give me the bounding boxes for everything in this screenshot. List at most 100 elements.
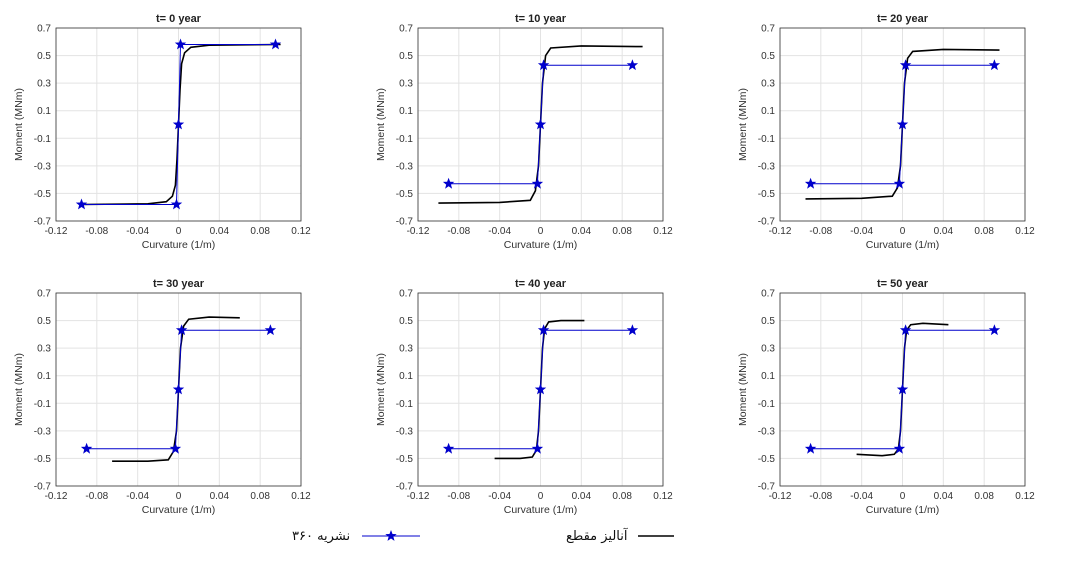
chart-panel-3: -0.12 -0.08 -0.04 0 0.04 0.08 0.12 -0.7 -0.5 -0.3… [737, 13, 1035, 251]
y-tick-label: -0.7 [758, 482, 776, 493]
x-tick-label: 0.08 [612, 226, 632, 237]
x-tick-label: -0.08 [809, 491, 832, 502]
y-tick-label: -0.1 [396, 399, 414, 410]
x-tick-label: 0.12 [653, 226, 673, 237]
x-tick-label: 0.08 [974, 491, 994, 502]
x-axis-label: Curvature (1/m) [142, 504, 216, 516]
x-tick-label: 0.08 [974, 226, 994, 237]
x-tick-label: 0 [538, 226, 544, 237]
x-tick-label: 0 [900, 226, 906, 237]
data-point-star [537, 324, 550, 336]
x-tick-label: 0 [176, 226, 182, 237]
data-point-star [537, 59, 550, 71]
y-tick-label: -0.3 [758, 161, 776, 172]
charts-canvas: -0.12 -0.08 -0.04 0 0.04 0.08 0.12 -0.7 -0.5 -0.3… [13, 13, 1035, 516]
x-tick-label: 0.04 [210, 491, 230, 502]
data-point-star [269, 38, 282, 50]
x-tick-label: -0.08 [809, 226, 832, 237]
chart-title: t= 50 year [877, 278, 929, 290]
data-point-star [175, 324, 188, 336]
chart-title: t= 40 year [515, 278, 567, 290]
y-tick-label: 0.5 [37, 51, 51, 62]
y-tick-label: 0.1 [761, 371, 775, 382]
y-tick-label: -0.1 [34, 399, 52, 410]
chart-panel-1: -0.12 -0.08 -0.04 0 0.04 0.08 0.12 -0.7 -0.5 -0.3… [13, 13, 311, 251]
chart-panel-5: -0.12 -0.08 -0.04 0 0.04 0.08 0.12 -0.7 -0.5 -0.3… [375, 278, 673, 516]
data-point-star [531, 442, 544, 454]
y-tick-label: -0.5 [758, 454, 776, 465]
y-tick-label: 0.1 [399, 371, 413, 382]
x-tick-label: -0.04 [126, 491, 149, 502]
y-axis-label: Moment (MNm) [737, 88, 749, 161]
data-point-star [534, 383, 547, 395]
x-tick-label: -0.08 [85, 226, 108, 237]
y-tick-label: 0.5 [399, 51, 413, 62]
data-point-star [893, 177, 906, 189]
legend-item-published: نشریه ۳۶۰ [292, 522, 422, 550]
y-axis-label: Moment (MNm) [13, 353, 25, 426]
y-tick-label: 0.5 [761, 51, 775, 62]
y-tick-label: -0.5 [758, 189, 776, 200]
y-tick-label: -0.3 [34, 426, 52, 437]
legend-line-icon [637, 535, 674, 537]
chart-title: t= 10 year [515, 13, 567, 25]
x-tick-label: -0.04 [126, 226, 149, 237]
y-axis-label: Moment (MNm) [375, 353, 387, 426]
x-tick-label: -0.12 [407, 491, 430, 502]
data-point-star [172, 383, 185, 395]
y-tick-label: -0.1 [34, 134, 52, 145]
y-tick-label: 0.7 [399, 24, 413, 35]
x-tick-label: -0.08 [447, 491, 470, 502]
data-point-star [75, 198, 88, 210]
data-point-star [626, 324, 639, 336]
x-tick-label: -0.12 [407, 226, 430, 237]
data-point-star [988, 324, 1001, 336]
y-tick-label: 0.7 [761, 24, 775, 35]
y-tick-label: -0.7 [396, 482, 414, 493]
data-point-star [80, 442, 93, 454]
y-tick-label: 0.3 [399, 79, 413, 90]
y-tick-label: -0.3 [758, 426, 776, 437]
x-tick-label: 0.12 [1015, 226, 1035, 237]
x-tick-label: 0.04 [934, 226, 954, 237]
x-tick-label: 0.08 [250, 491, 270, 502]
y-axis-label: Moment (MNm) [375, 88, 387, 161]
y-tick-label: -0.1 [758, 399, 776, 410]
y-tick-label: 0.7 [37, 289, 51, 300]
data-point-star [264, 324, 277, 336]
legend-line-star-icon [362, 530, 421, 541]
legend-item-analysis: آنالیز مقطع [566, 522, 676, 550]
x-tick-label: 0.12 [291, 226, 311, 237]
y-tick-label: 0.7 [37, 24, 51, 35]
x-tick-label: 0.04 [210, 226, 230, 237]
x-axis-label: Curvature (1/m) [142, 239, 216, 251]
y-tick-label: 0.3 [399, 344, 413, 355]
x-tick-label: -0.08 [447, 226, 470, 237]
data-point-star [896, 118, 909, 130]
chart-panel-4: -0.12 -0.08 -0.04 0 0.04 0.08 0.12 -0.7 -0.5 -0.3… [13, 278, 311, 516]
x-tick-label: -0.08 [85, 491, 108, 502]
plot-frame [55, 292, 302, 487]
y-tick-label: 0.5 [399, 316, 413, 327]
y-axis-label: Moment (MNm) [13, 88, 25, 161]
data-point-star [893, 442, 906, 454]
x-tick-label: -0.12 [45, 226, 68, 237]
y-tick-label: 0.3 [37, 79, 51, 90]
chart-panel-2: -0.12 -0.08 -0.04 0 0.04 0.08 0.12 -0.7 -0.5 -0.3… [375, 13, 673, 251]
y-tick-label: 0.5 [37, 316, 51, 327]
data-point-star [169, 442, 182, 454]
x-tick-label: 0 [176, 491, 182, 502]
data-point-star [172, 118, 185, 130]
y-tick-label: 0.3 [761, 79, 775, 90]
y-tick-label: 0.3 [37, 344, 51, 355]
x-tick-label: -0.04 [488, 226, 511, 237]
plot-frame [417, 292, 664, 487]
plot-frame [417, 27, 664, 222]
data-point-star [899, 324, 912, 336]
y-tick-label: -0.1 [758, 134, 776, 145]
y-tick-label: -0.5 [396, 189, 414, 200]
legend-label-analysis: آنالیز مقطع [566, 528, 628, 544]
plot-frame [779, 27, 1026, 222]
data-point-star [626, 59, 639, 71]
data-point-star [170, 198, 183, 210]
